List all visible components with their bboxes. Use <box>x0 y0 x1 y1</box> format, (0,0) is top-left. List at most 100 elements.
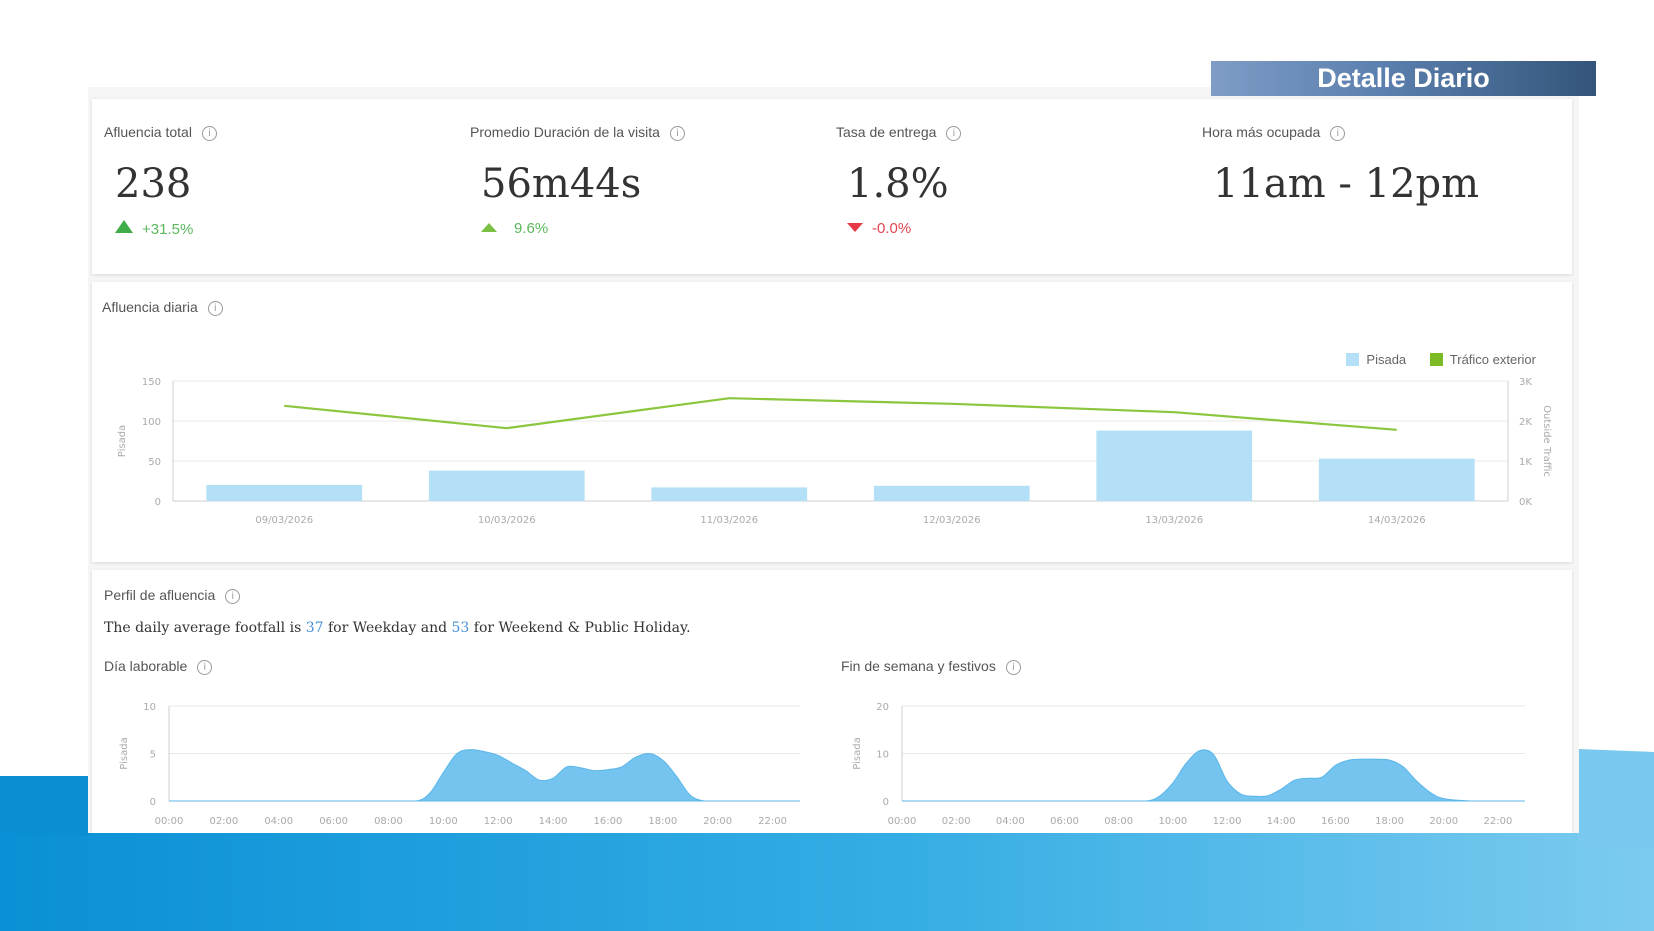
info-icon[interactable]: i <box>225 589 241 604</box>
bar-pisada <box>1318 458 1475 501</box>
y-axis-title: Pisada <box>852 737 863 769</box>
info-icon[interactable]: i <box>1330 126 1346 141</box>
y-tick-label: 100 <box>142 417 161 428</box>
y-tick-label: 10 <box>876 750 889 761</box>
x-tick-label: 22:00 <box>1483 816 1512 827</box>
daily-footfall-card: Afluencia diaria i Pisada Tráfico exterio… <box>92 282 1572 562</box>
x-tick-label: 10:00 <box>429 816 458 827</box>
y-tick-label: 20 <box>876 702 889 713</box>
section-title: Afluencia diaria <box>102 299 198 315</box>
arrow-down-icon <box>847 223 863 232</box>
x-tick-label: 02:00 <box>942 816 971 827</box>
summary-suffix: for Weekend & Public Holiday. <box>473 620 691 636</box>
y-axis-title: Pisada <box>119 737 130 769</box>
y2-tick-label: 0K <box>1519 497 1532 508</box>
legend-item-outside-traffic[interactable]: Tráfico exterior <box>1429 352 1536 367</box>
x-tick-label: 00:00 <box>155 816 184 827</box>
legend-item-pisada[interactable]: Pisada <box>1346 352 1406 367</box>
x-tick-label: 02:00 <box>209 816 238 827</box>
x-tick-label: 12:00 <box>484 816 513 827</box>
y-axis-title: Pisada <box>117 425 128 457</box>
kpi-label: Tasa de entrega <box>836 124 937 140</box>
x-tick-label: 13/03/2026 <box>1145 515 1203 526</box>
info-icon[interactable]: i <box>1005 660 1021 675</box>
x-tick-label: 16:00 <box>594 816 623 827</box>
kpi-value: 1.8% <box>847 161 949 207</box>
line-outside-traffic <box>284 397 1397 431</box>
x-tick-label: 11/03/2026 <box>700 515 758 526</box>
kpi-change: -0.0% <box>872 220 912 237</box>
x-tick-label: 18:00 <box>648 816 677 827</box>
bar-pisada <box>873 485 1030 501</box>
left-decorative-block <box>0 776 90 836</box>
weekday-average: 37 <box>305 620 324 636</box>
legend-swatch <box>1429 353 1443 366</box>
y2-tick-label: 3K <box>1519 377 1532 388</box>
arrow-up-icon <box>115 220 133 233</box>
footfall-profile-card: Perfil de afluencia i The daily average f… <box>92 570 1572 833</box>
footfall-summary: The daily average footfall is 37 for Wee… <box>104 620 691 636</box>
x-tick-label: 09/03/2026 <box>255 515 313 526</box>
kpi-label: Hora más ocupada <box>1202 124 1321 140</box>
y-tick-label: 0 <box>883 797 889 808</box>
x-tick-label: 10:00 <box>1158 816 1187 827</box>
right-decorative-block <box>1578 749 1654 849</box>
dashboard-screenshot: Afluencia total i 238 +31.5% Promedio Dur… <box>88 87 1579 833</box>
info-icon[interactable]: i <box>669 126 685 141</box>
info-icon[interactable]: i <box>197 660 213 675</box>
kpi-label: Afluencia total <box>104 124 192 140</box>
info-icon[interactable]: i <box>207 301 223 316</box>
kpi-busiest-hour: Hora más ocupada i 11am - 12pm <box>1190 99 1550 274</box>
x-tick-label: 12/03/2026 <box>923 515 981 526</box>
legend-label: Pisada <box>1366 352 1407 367</box>
y-tick-label: 10 <box>143 702 156 713</box>
summary-middle: for Weekday and <box>328 620 448 636</box>
x-tick-label: 00:00 <box>888 816 917 827</box>
kpi-label: Promedio Duración de la visita <box>470 124 660 140</box>
summary-prefix: The daily average footfall is <box>104 620 302 636</box>
bar-pisada <box>428 470 585 501</box>
area-footfall-profile <box>168 749 800 802</box>
y-tick-label: 0 <box>155 497 161 508</box>
x-tick-label: 04:00 <box>264 816 293 827</box>
kpi-value: 11am - 12pm <box>1213 161 1480 207</box>
y2-tick-label: 1K <box>1519 457 1532 468</box>
x-tick-label: 20:00 <box>703 816 732 827</box>
info-icon[interactable]: i <box>946 126 962 141</box>
x-tick-label: 16:00 <box>1321 816 1350 827</box>
x-tick-label: 22:00 <box>758 816 787 827</box>
y-tick-label: 150 <box>142 377 161 388</box>
weekend-average: 53 <box>451 620 470 636</box>
legend-label: Tráfico exterior <box>1449 352 1536 367</box>
bar-pisada <box>651 487 808 501</box>
x-tick-label: 08:00 <box>374 816 403 827</box>
kpi-total-footfall: Afluencia total i 238 +31.5% <box>92 99 452 274</box>
y2-tick-label: 2K <box>1519 417 1532 428</box>
kpi-card: Afluencia total i 238 +31.5% Promedio Dur… <box>92 99 1572 274</box>
section-title: Perfil de afluencia <box>104 587 216 603</box>
info-icon[interactable]: i <box>201 126 217 141</box>
arrow-up-icon <box>481 223 497 232</box>
legend-swatch <box>1346 353 1360 366</box>
weekday-profile-chart: 0 5 10 Pisada 00:00 02:00 04:00 06:00 08:00 10:00… <box>119 702 800 827</box>
x-tick-label: 10/03/2026 <box>478 515 536 526</box>
kpi-value: 56m44s <box>481 161 642 207</box>
y-tick-label: 50 <box>148 457 161 468</box>
weekend-title: Fin de semana y festivos <box>841 658 996 674</box>
weekend-profile-chart: 0 10 20 Pisada 00:00 02:00 04:00 06:00 08:00 10:0… <box>852 702 1525 827</box>
x-tick-label: 06:00 <box>319 816 348 827</box>
x-tick-label: 04:00 <box>996 816 1025 827</box>
kpi-value: 238 <box>115 161 192 207</box>
area-footfall-profile <box>901 749 1525 802</box>
kpi-delivery-rate: Tasa de entrega i 1.8% -0.0% <box>824 99 1184 274</box>
x-tick-label: 08:00 <box>1104 816 1133 827</box>
page-title: Detalle Diario <box>1211 61 1596 96</box>
x-tick-label: 12:00 <box>1213 816 1242 827</box>
weekday-title: Día laborable <box>104 658 188 674</box>
x-tick-label: 20:00 <box>1429 816 1458 827</box>
x-tick-label: 18:00 <box>1375 816 1404 827</box>
x-tick-label: 14/03/2026 <box>1368 515 1426 526</box>
kpi-change: 9.6% <box>514 220 549 237</box>
kpi-change: +31.5% <box>142 221 194 238</box>
bar-pisada <box>206 485 363 501</box>
